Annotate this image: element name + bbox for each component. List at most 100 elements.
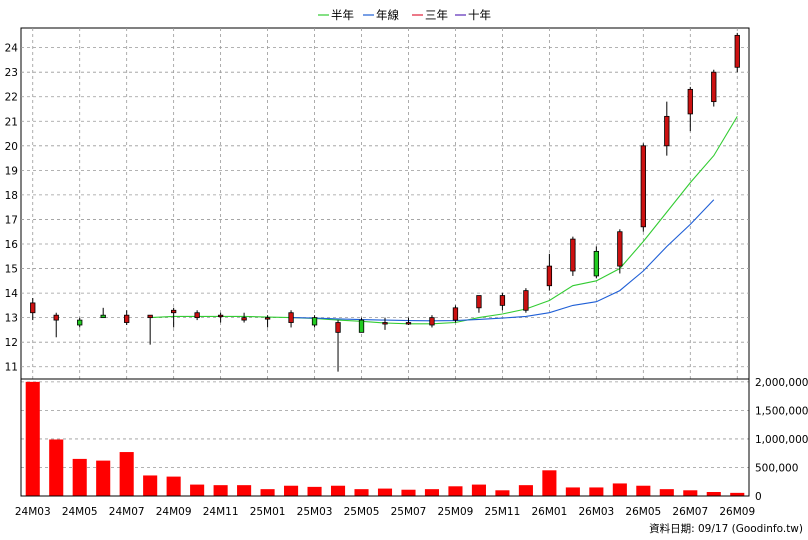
price-panel: 11 12 13 14 15 16 17 18 19 20 21 22 23 24 — [5, 27, 750, 380]
volume-bar — [542, 470, 557, 496]
x-tick-label: 25M03 — [297, 506, 333, 518]
candle-body — [523, 290, 529, 311]
price-tick-label: 19 — [5, 165, 18, 177]
volume-bar — [448, 486, 463, 496]
candle — [53, 312, 59, 338]
legend-label: 年線 — [376, 8, 399, 22]
x-tick-label: 24M09 — [156, 506, 192, 518]
candle — [570, 236, 576, 276]
candle-body — [382, 322, 388, 325]
volume-bar — [659, 489, 674, 496]
volume-bar — [518, 485, 533, 496]
price-tick-label: 24 — [5, 43, 19, 55]
candle-body — [264, 317, 271, 320]
price-tick-label: 15 — [5, 264, 18, 276]
volume-bar — [377, 488, 393, 496]
candle-body — [452, 307, 459, 321]
candle — [687, 86, 693, 132]
candle — [100, 307, 106, 319]
volume-bar — [495, 490, 510, 496]
price-tick-label: 14 — [5, 288, 19, 300]
candle — [194, 310, 200, 321]
volume-bar — [307, 486, 322, 496]
price-tick-label: 18 — [5, 190, 18, 202]
candle — [358, 317, 365, 333]
price-tick-label: 22 — [5, 92, 18, 104]
price-tick-label: 17 — [5, 214, 18, 226]
candle — [241, 312, 247, 323]
candle — [77, 317, 83, 328]
volume-tick-label: 500,000 — [755, 462, 798, 474]
volume-bar — [284, 485, 299, 496]
candle-body — [358, 319, 365, 333]
candle — [311, 315, 318, 328]
x-tick-label: 26M01 — [531, 506, 567, 518]
volume-bar — [25, 381, 40, 496]
candle-body — [124, 314, 130, 323]
price-tick-label: 11 — [5, 362, 18, 374]
candle — [617, 229, 623, 274]
ma-line-半年 — [150, 116, 738, 325]
volume-bar — [49, 439, 64, 496]
candle — [170, 307, 177, 328]
x-tick-label: 26M05 — [625, 506, 661, 518]
candle — [711, 69, 717, 107]
candle-body — [640, 145, 646, 228]
x-tick-label: 25M05 — [344, 506, 380, 518]
candle — [382, 317, 388, 330]
candle — [30, 298, 36, 321]
volume-bar — [612, 483, 627, 496]
candle-body — [711, 71, 717, 103]
volume-bar — [706, 492, 721, 496]
volume-bar — [424, 489, 440, 496]
source-label: 資料日期: 09/17 (Goodinfo.tw) — [649, 522, 803, 535]
candle — [335, 320, 341, 372]
volume-bar — [565, 487, 580, 496]
candle-body — [405, 322, 412, 325]
x-tick-label: 25M09 — [438, 506, 474, 518]
candle-body — [288, 312, 294, 323]
candle — [124, 310, 130, 325]
candle-body — [429, 317, 435, 326]
volume-bar — [330, 485, 346, 496]
x-tick-label: 25M07 — [391, 506, 427, 518]
candle-body — [734, 34, 740, 68]
x-tick-label: 24M05 — [62, 506, 98, 518]
candle — [523, 288, 529, 313]
candle — [429, 315, 435, 328]
price-tick-label: 16 — [5, 239, 19, 251]
volume-bar — [72, 458, 87, 496]
candle-body — [546, 265, 553, 287]
volume-bar — [636, 485, 651, 496]
candle-body — [170, 309, 177, 314]
candle-body — [241, 317, 247, 321]
x-tick-label: 26M03 — [578, 506, 614, 518]
candle-body — [593, 250, 600, 277]
x-tick-label: 26M09 — [719, 506, 755, 518]
candle-body — [499, 295, 506, 306]
volume-bar — [143, 475, 158, 496]
volume-tick-label: 1,000,000 — [755, 434, 808, 446]
volume-bar — [354, 489, 369, 496]
legend-label: 三年 — [425, 8, 448, 22]
candle-body — [100, 314, 106, 319]
volume-bar — [589, 487, 604, 496]
x-tick-label: 25M11 — [485, 506, 521, 518]
candle-body — [77, 319, 83, 326]
candle-body — [30, 302, 36, 314]
volume-bar — [166, 476, 181, 496]
volume-bar — [213, 485, 228, 496]
volume-plot-frame — [20, 378, 750, 497]
candle — [664, 101, 670, 156]
x-tick-label: 24M11 — [203, 506, 239, 518]
volume-bar — [119, 452, 134, 496]
candle — [499, 293, 506, 311]
candle-body — [217, 314, 224, 318]
candle — [147, 314, 153, 345]
volume-tick-label: 1,500,000 — [755, 405, 808, 417]
volume-panel: 0 500,000 1,000,000 1,500,000 2,000,000 — [20, 377, 808, 503]
x-tick-label: 24M07 — [109, 506, 145, 518]
volume-bar — [260, 489, 275, 496]
volume-tick-label: 0 — [755, 491, 762, 503]
